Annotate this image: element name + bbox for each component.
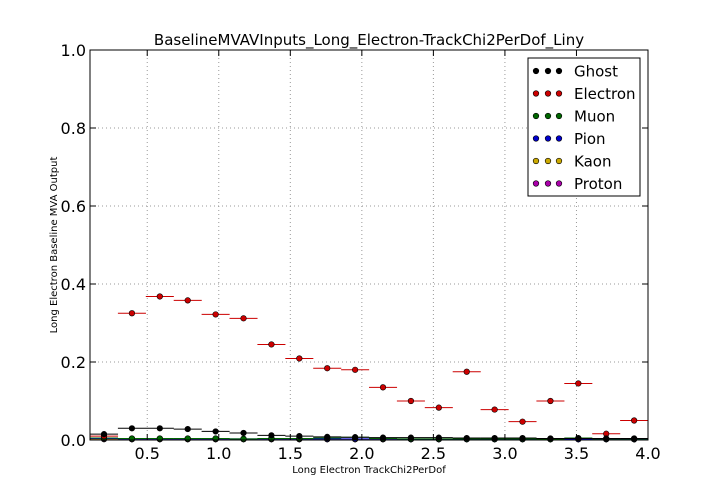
data-point bbox=[156, 293, 163, 300]
data-point bbox=[184, 425, 191, 433]
data-point bbox=[240, 429, 247, 437]
legend-label: Kaon bbox=[574, 153, 611, 171]
legend-marker bbox=[544, 135, 552, 142]
x-tick-label: 2.0 bbox=[349, 444, 374, 463]
legend-box bbox=[527, 57, 641, 197]
y-tick-label: 0.8 bbox=[61, 119, 86, 138]
data-point bbox=[435, 404, 442, 411]
data-point bbox=[463, 368, 470, 375]
legend-marker bbox=[555, 67, 563, 75]
x-axis-label: Long Electron TrackChi2PerDof bbox=[292, 465, 446, 476]
legend-marker bbox=[532, 180, 540, 187]
data-point bbox=[324, 365, 331, 372]
y-axis-label: Long Electron Baseline MVA Output bbox=[49, 157, 60, 334]
data-point bbox=[324, 433, 331, 440]
legend-marker bbox=[532, 67, 540, 75]
data-point bbox=[240, 435, 247, 442]
legend-marker bbox=[532, 112, 540, 120]
legend-marker bbox=[555, 157, 563, 165]
data-point bbox=[268, 341, 275, 348]
legend-label: Proton bbox=[574, 175, 622, 193]
legend-label: Ghost bbox=[574, 63, 618, 81]
data-point bbox=[156, 425, 163, 432]
data-point bbox=[296, 433, 303, 440]
legend-marker bbox=[544, 67, 552, 75]
legend-marker bbox=[544, 157, 552, 165]
y-tick-label: 0.2 bbox=[61, 353, 86, 372]
plot-frame bbox=[89, 49, 649, 441]
legend-marker bbox=[555, 112, 563, 120]
data-point bbox=[212, 311, 219, 318]
legend-marker bbox=[532, 135, 540, 142]
legend-label: Pion bbox=[574, 130, 606, 148]
axis-ticks: 0.5 1.0 1.5 2.0 2.5 3.0 3.5 4.0 0.0 0.2 0.4 0.6 0.8 1… bbox=[61, 41, 661, 463]
x-tick-label: 4.0 bbox=[635, 444, 660, 463]
data-point bbox=[240, 315, 247, 322]
data-point bbox=[491, 434, 498, 442]
x-tick-label: 1.0 bbox=[206, 444, 231, 463]
legend-marker bbox=[532, 90, 540, 97]
x-tick-label: 3.0 bbox=[492, 444, 517, 463]
legend-marker bbox=[555, 135, 563, 142]
y-tick-label: 0.4 bbox=[61, 275, 86, 294]
chart-title: BaselineMVAVInputs_Long_Electron-TrackCh… bbox=[154, 31, 584, 50]
y-tick-label: 1.0 bbox=[61, 41, 86, 60]
data-point bbox=[631, 417, 638, 424]
x-tick-label: 1.5 bbox=[278, 444, 303, 463]
legend-marker bbox=[544, 90, 552, 97]
data-point bbox=[519, 418, 526, 425]
legend-label: Muon bbox=[574, 108, 615, 126]
legend-label: Electron bbox=[574, 85, 636, 103]
data-point bbox=[352, 434, 359, 441]
data-point bbox=[128, 425, 136, 432]
series-ghost bbox=[90, 425, 649, 442]
data-series bbox=[90, 293, 649, 443]
data-point bbox=[268, 432, 275, 439]
data-point bbox=[407, 397, 415, 405]
legend-marker bbox=[532, 157, 540, 165]
data-point bbox=[128, 310, 136, 317]
data-point bbox=[547, 397, 554, 405]
legend: Ghost Electron Muon Pion Kaon Proton bbox=[527, 57, 641, 197]
data-point bbox=[212, 428, 219, 435]
x-tick-label: 2.5 bbox=[421, 444, 446, 463]
y-tick-label: 0.6 bbox=[61, 197, 86, 216]
data-point bbox=[491, 406, 498, 413]
legend-marker bbox=[544, 180, 552, 187]
legend-marker bbox=[555, 180, 563, 187]
legend-marker bbox=[555, 90, 563, 97]
series-electron bbox=[90, 293, 649, 440]
data-point bbox=[184, 297, 191, 304]
data-point bbox=[296, 355, 303, 362]
data-point bbox=[575, 380, 582, 387]
x-tick-label: 0.5 bbox=[135, 444, 160, 463]
data-point bbox=[100, 431, 108, 438]
data-point bbox=[352, 366, 359, 373]
y-tick-label: 0.0 bbox=[61, 431, 86, 450]
data-point bbox=[519, 434, 526, 442]
x-tick-label: 3.5 bbox=[564, 444, 589, 463]
data-point bbox=[379, 384, 387, 391]
legend-marker bbox=[544, 112, 552, 120]
data-point bbox=[463, 434, 470, 442]
